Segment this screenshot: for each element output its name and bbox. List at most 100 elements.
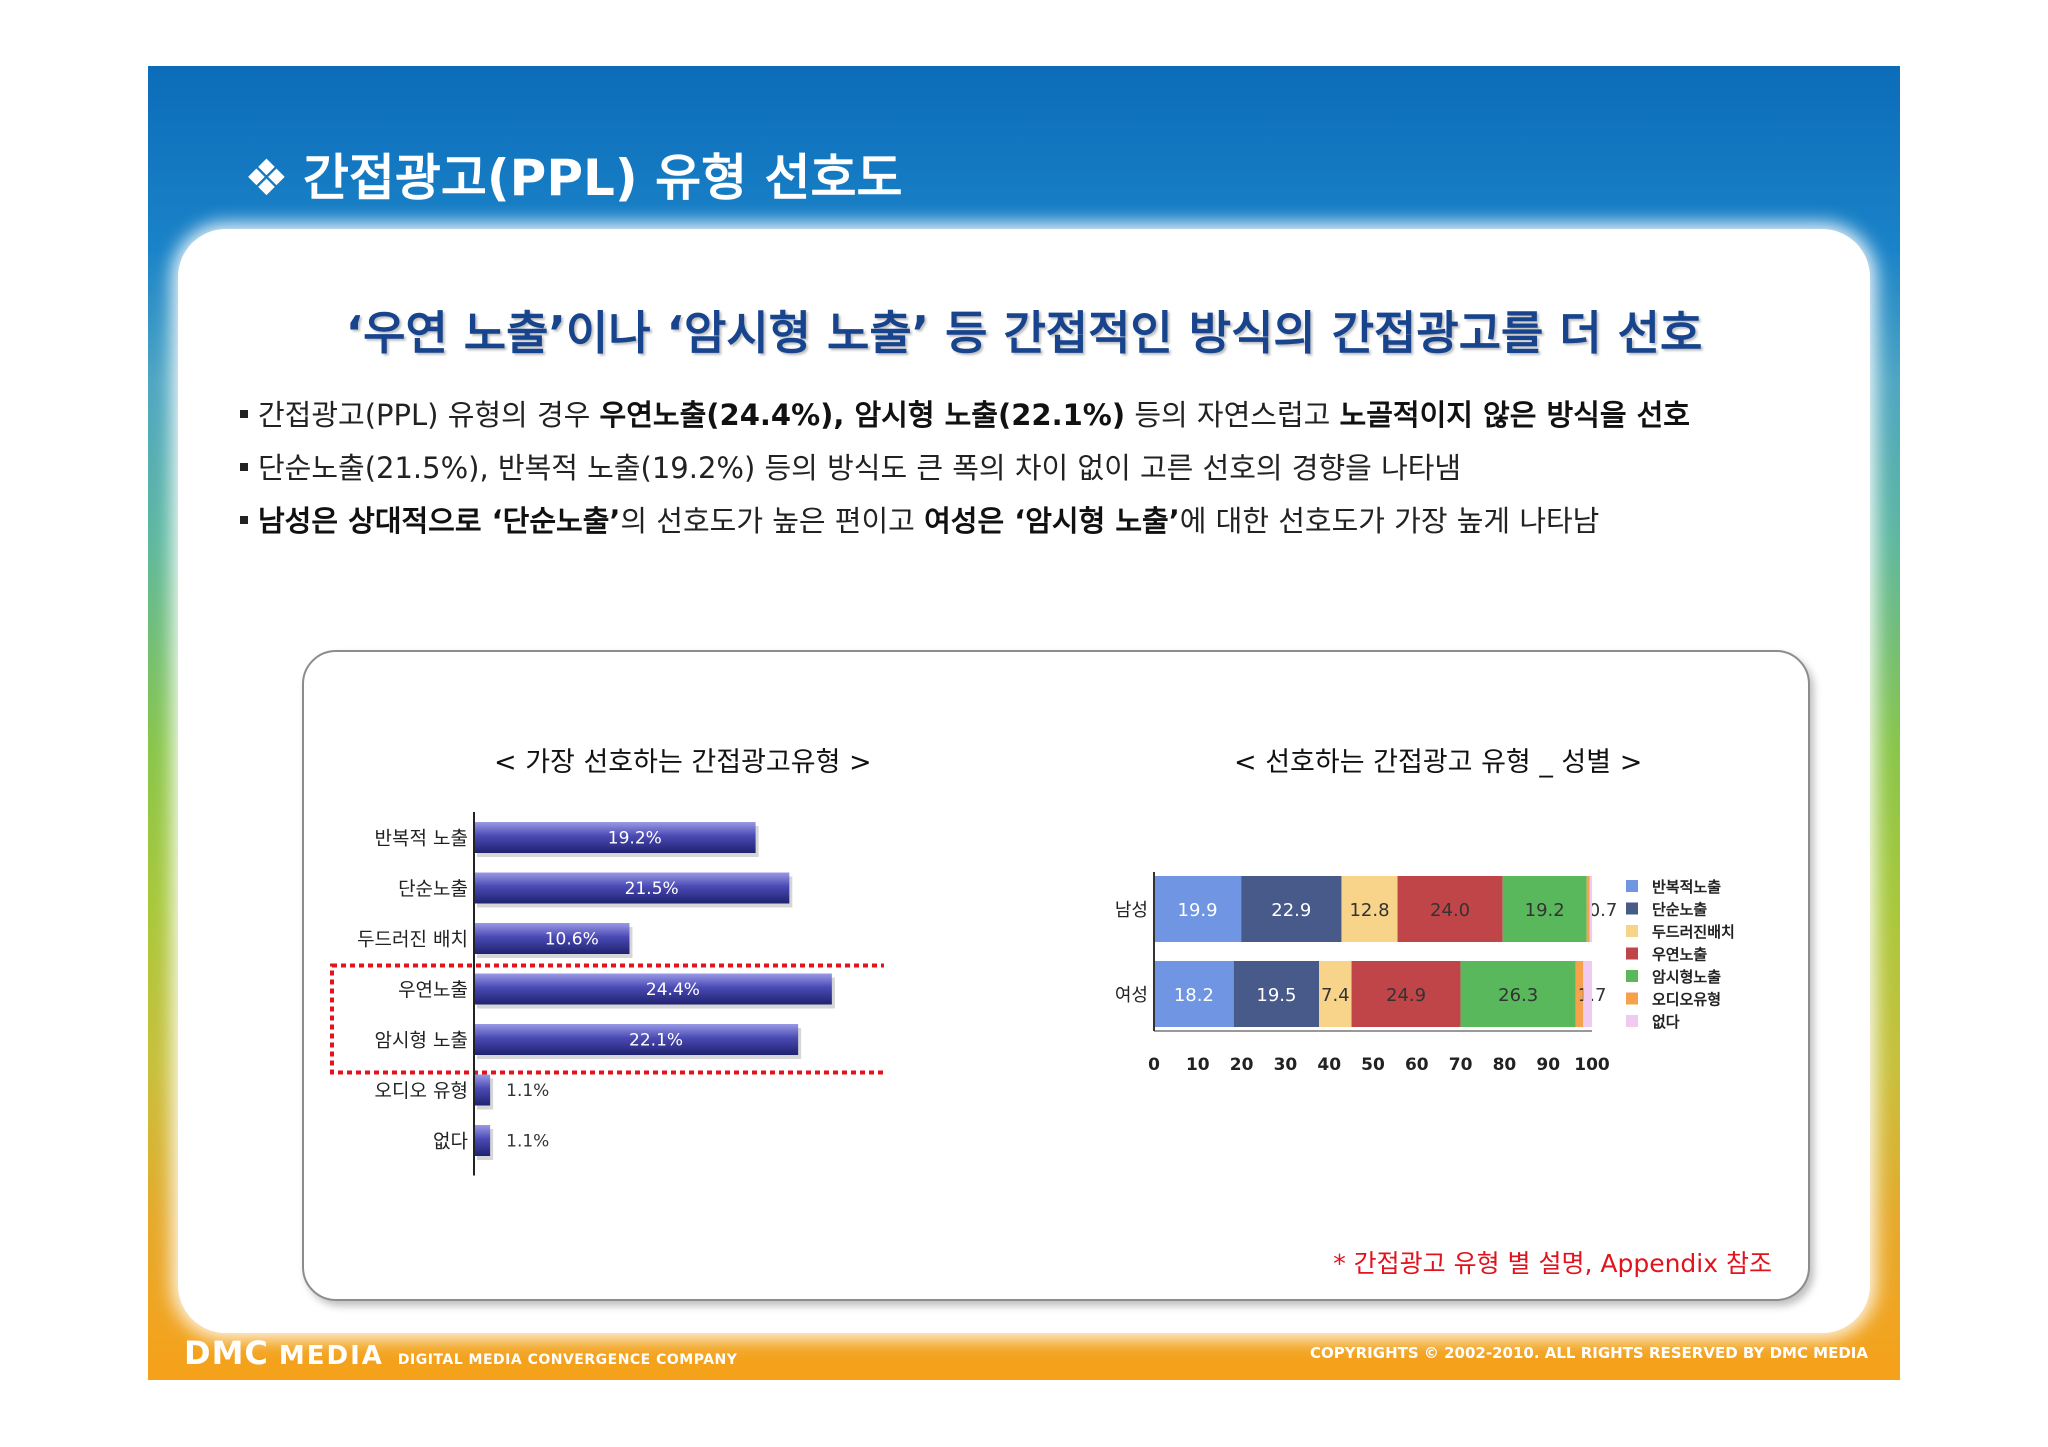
legend-swatch [1626, 992, 1638, 1005]
bar [474, 1074, 491, 1106]
legend-swatch [1626, 880, 1638, 892]
copyright: COPYRIGHTS © 2002-2010. ALL RIGHTS RESER… [1310, 1344, 1868, 1362]
legend-label: 우연노출 [1652, 946, 1707, 964]
bullet-point: 단순노출(21.5%), 반복적 노출(19.2%) 등의 방식도 큰 폭의 차… [238, 442, 1690, 495]
data-label: 21.5% [625, 879, 679, 899]
legend-label: 없다 [1652, 1013, 1680, 1031]
chart-container: < 가장 선호하는 간접광고유형 > < 선호하는 간접광고 유형 _ 성별 >… [302, 650, 1810, 1301]
segment-label: 19.5 [1256, 985, 1296, 1006]
bar [474, 872, 790, 904]
legend-label: 단순노출 [1652, 901, 1707, 919]
data-label: 1.1% [506, 1081, 549, 1101]
data-label: 19.2% [608, 829, 662, 849]
bar-chart-title: < 가장 선호하는 간접광고유형 > [494, 747, 872, 778]
category-label: 암시형 노출 [375, 1030, 468, 1052]
category-label: 두드러진 배치 [357, 929, 468, 951]
legend-swatch [1626, 902, 1638, 915]
media-logo-text: MEDIA [278, 1341, 384, 1371]
x-tick-label: 40 [1317, 1055, 1341, 1075]
legend-swatch [1626, 970, 1638, 982]
segment-label: 26.3 [1498, 985, 1538, 1006]
bullet-text: 에 대한 선호도가 가장 높게 나타남 [1179, 504, 1600, 538]
x-tick-label: 10 [1186, 1055, 1210, 1075]
segment-label: 18.2 [1174, 985, 1214, 1006]
bullet-point: 남성은 상대적으로 ‘단순노출’의 선호도가 높은 편이고 여성은 ‘암시형 노… [238, 495, 1690, 548]
x-tick-label: 70 [1449, 1055, 1473, 1075]
category-label: 없다 [433, 1131, 468, 1153]
square-bullet-icon [240, 410, 248, 418]
legend-swatch [1626, 1015, 1638, 1027]
headline: ‘우연 노출’이나 ‘암시형 노출’ 등 간접적인 방식의 간접광고를 더 선호 [345, 306, 1703, 360]
stacked-segment [1589, 876, 1592, 942]
bar [474, 1125, 491, 1156]
stacked-segment [1397, 876, 1503, 942]
stacked-segment [1241, 876, 1342, 942]
slide: ❖ 간접광고(PPL) 유형 선호도 ‘우연 노출’이나 ‘암시형 노출’ 등 간… [148, 66, 1900, 1380]
gender-stacked-chart: 19.9 22.9 12.8 24.0 19.2 0.7 남성 18.2 19.5 7.4 24.9… [1115, 872, 1735, 1075]
data-label: 24.4% [646, 980, 700, 1000]
stacked-segment [1154, 876, 1242, 942]
category-label: 여성 [1115, 985, 1148, 1006]
slide-title: ❖ 간접광고(PPL) 유형 선호도 [244, 138, 903, 210]
diamond-bullet-icon: ❖ [244, 149, 289, 207]
stacked-segment [1154, 961, 1234, 1027]
stacked-segment [1575, 961, 1584, 1027]
stacked-segment [1319, 961, 1352, 1027]
category-label: 반복적 노출 [375, 828, 468, 850]
appendix-note: * 간접광고 유형 별 설명, Appendix 참조 [1333, 1249, 1772, 1278]
content-panel: ‘우연 노출’이나 ‘암시형 노출’ 등 간접적인 방식의 간접광고를 더 선호… [178, 229, 1870, 1333]
footer-logo: DMC MEDIA DIGITAL MEDIA CONVERGENCE COMPAN… [184, 1334, 737, 1372]
x-tick-label: 50 [1361, 1055, 1385, 1075]
x-tick-label: 20 [1230, 1055, 1254, 1075]
bar [474, 973, 832, 1005]
x-tick-label: 80 [1493, 1055, 1517, 1075]
segment-label: 19.9 [1178, 900, 1218, 921]
square-bullet-icon [240, 463, 248, 471]
data-label: 1.1% [506, 1132, 549, 1152]
preference-bar-chart: 반복적 노출 19.2% 단순노출 21.5% 두드러진 배치 10.6% 우연노출 24.4… [330, 812, 884, 1176]
segment-label: 12.8 [1349, 900, 1389, 921]
bullet-text: 남성은 상대적으로 ‘단순노출’ [258, 504, 621, 538]
data-label: 10.6% [545, 930, 599, 950]
legend-label: 암시형노출 [1652, 968, 1721, 986]
stacked-segment [1502, 876, 1587, 942]
bar [474, 1024, 799, 1055]
x-tick-label: 30 [1274, 1055, 1298, 1075]
legend-label: 반복적노출 [1652, 878, 1721, 896]
segment-label: 24.9 [1386, 985, 1426, 1006]
bar [474, 923, 630, 954]
segment-label: 22.9 [1271, 900, 1311, 921]
square-bullet-icon [240, 516, 248, 524]
stacked-segment [1233, 961, 1320, 1027]
category-label: 남성 [1115, 900, 1148, 921]
bullet-text: 여성은 ‘암시형 노출’ [924, 504, 1180, 538]
bullet-text: 등의 자연스럽고 [1125, 398, 1340, 432]
x-tick-label: 90 [1536, 1055, 1560, 1075]
segment-label: 24.0 [1430, 900, 1470, 921]
segment-label: 19.2 [1525, 900, 1565, 921]
bullet-point: 간접광고(PPL) 유형의 경우 우연노출(24.4%), 암시형 노출(22.… [238, 389, 1690, 442]
company-tagline: DIGITAL MEDIA CONVERGENCE COMPANY [397, 1352, 738, 1368]
category-label: 오디오 유형 [375, 1080, 468, 1102]
bullet-text: 노골적이지 않은 방식을 선호 [1339, 398, 1690, 432]
x-tick-label: 60 [1405, 1055, 1429, 1075]
bullet-text: 단순노출(21.5%), 반복적 노출(19.2%) 등의 방식도 큰 폭의 차… [258, 451, 1462, 485]
legend-swatch [1626, 947, 1638, 960]
legend-label: 두드러진배치 [1652, 923, 1735, 941]
legend-swatch [1626, 925, 1638, 937]
stacked-segment [1586, 876, 1590, 942]
stacked-chart-title: < 선호하는 간접광고 유형 _ 성별 > [1234, 747, 1643, 778]
category-label: 우연노출 [398, 979, 468, 1001]
segment-label: 0.7 [1589, 900, 1618, 921]
segment-label: 7.4 [1321, 985, 1350, 1006]
bar [474, 822, 756, 853]
bullet-list: 간접광고(PPL) 유형의 경우 우연노출(24.4%), 암시형 노출(22.… [238, 389, 1690, 548]
bullet-text: 우연노출(24.4%), 암시형 노출(22.1%) [599, 398, 1126, 432]
bullet-text: 간접광고(PPL) 유형의 경우 [258, 398, 600, 432]
dmc-logo: DMC [184, 1334, 269, 1372]
stacked-segment [1351, 961, 1461, 1027]
x-tick-label: 0 [1148, 1055, 1160, 1075]
slide-title-text: 간접광고(PPL) 유형 선호도 [302, 149, 903, 207]
stacked-segment [1341, 876, 1398, 942]
x-tick-label: 100 [1574, 1055, 1610, 1075]
